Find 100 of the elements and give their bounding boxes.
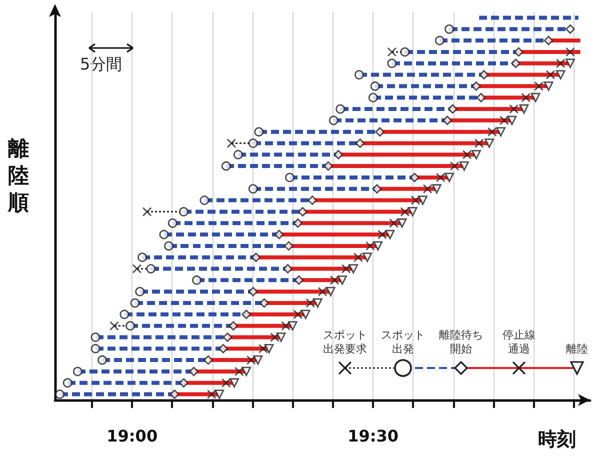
point [410,172,420,182]
text: 離陸 [566,342,588,356]
point [253,355,263,365]
point [306,298,316,308]
point [283,264,292,274]
text: 停止線通過 [502,328,536,356]
point [170,390,180,399]
point [259,298,269,308]
point [285,172,294,182]
point [135,286,145,296]
point [566,24,575,34]
point [125,321,135,331]
point [248,286,258,296]
x-tick-label: 19:30 [348,426,399,446]
point [226,138,236,148]
point [248,138,258,148]
point [233,150,243,160]
point [146,264,156,274]
point [500,116,509,126]
point [246,355,256,365]
point [90,344,100,354]
point [355,138,365,148]
point [230,378,239,388]
point [385,230,395,240]
point [55,390,65,399]
point [556,58,566,68]
point [534,81,544,91]
point [221,161,231,171]
point [544,81,554,91]
point [214,390,224,399]
point [408,207,418,216]
point [293,310,303,320]
point [168,218,178,228]
text: 離陸待ち開始 [439,328,483,356]
point [326,286,336,296]
point [354,70,364,80]
point [120,310,130,320]
point [221,378,231,388]
point [487,127,497,137]
point [389,218,399,228]
point [366,241,375,251]
point [228,321,238,331]
point [476,92,486,102]
x-axis-title: 時刻 [538,428,576,450]
bar [479,16,578,20]
point [178,378,188,388]
point [544,36,554,46]
point [434,36,444,46]
point [90,332,100,342]
point [288,321,298,331]
point [378,230,387,240]
point [206,390,216,399]
point [159,230,169,240]
point [62,378,72,388]
point [318,286,328,296]
point [132,264,142,274]
point [334,150,344,160]
point [442,116,452,126]
point [387,58,397,68]
point [521,92,531,102]
point [387,47,397,57]
point [479,70,489,80]
point [496,127,506,137]
point [338,275,347,285]
point [298,207,308,216]
point [284,241,294,251]
point [222,332,232,342]
point [397,218,407,228]
point [130,298,140,308]
point [324,161,333,171]
point [328,116,338,126]
point [98,355,107,365]
point [164,241,174,251]
point [330,275,340,285]
bar [360,141,490,146]
point [336,104,346,114]
point [509,104,519,114]
point [556,70,566,80]
point [372,184,382,194]
point [519,104,529,114]
text: スポット出発要求 [323,328,367,356]
point [448,104,458,114]
point [300,310,310,320]
point [204,355,213,365]
point [248,184,258,194]
point [400,47,410,57]
point [293,218,303,228]
point [308,196,318,205]
point [276,332,286,342]
point [484,138,494,148]
point [507,116,517,126]
x-tick-label: 19:00 [106,426,158,446]
point [281,321,291,331]
point [472,81,481,91]
point [110,321,119,331]
point [242,366,252,376]
point [472,150,481,160]
point [274,230,284,240]
point [362,252,372,262]
point [566,47,575,57]
